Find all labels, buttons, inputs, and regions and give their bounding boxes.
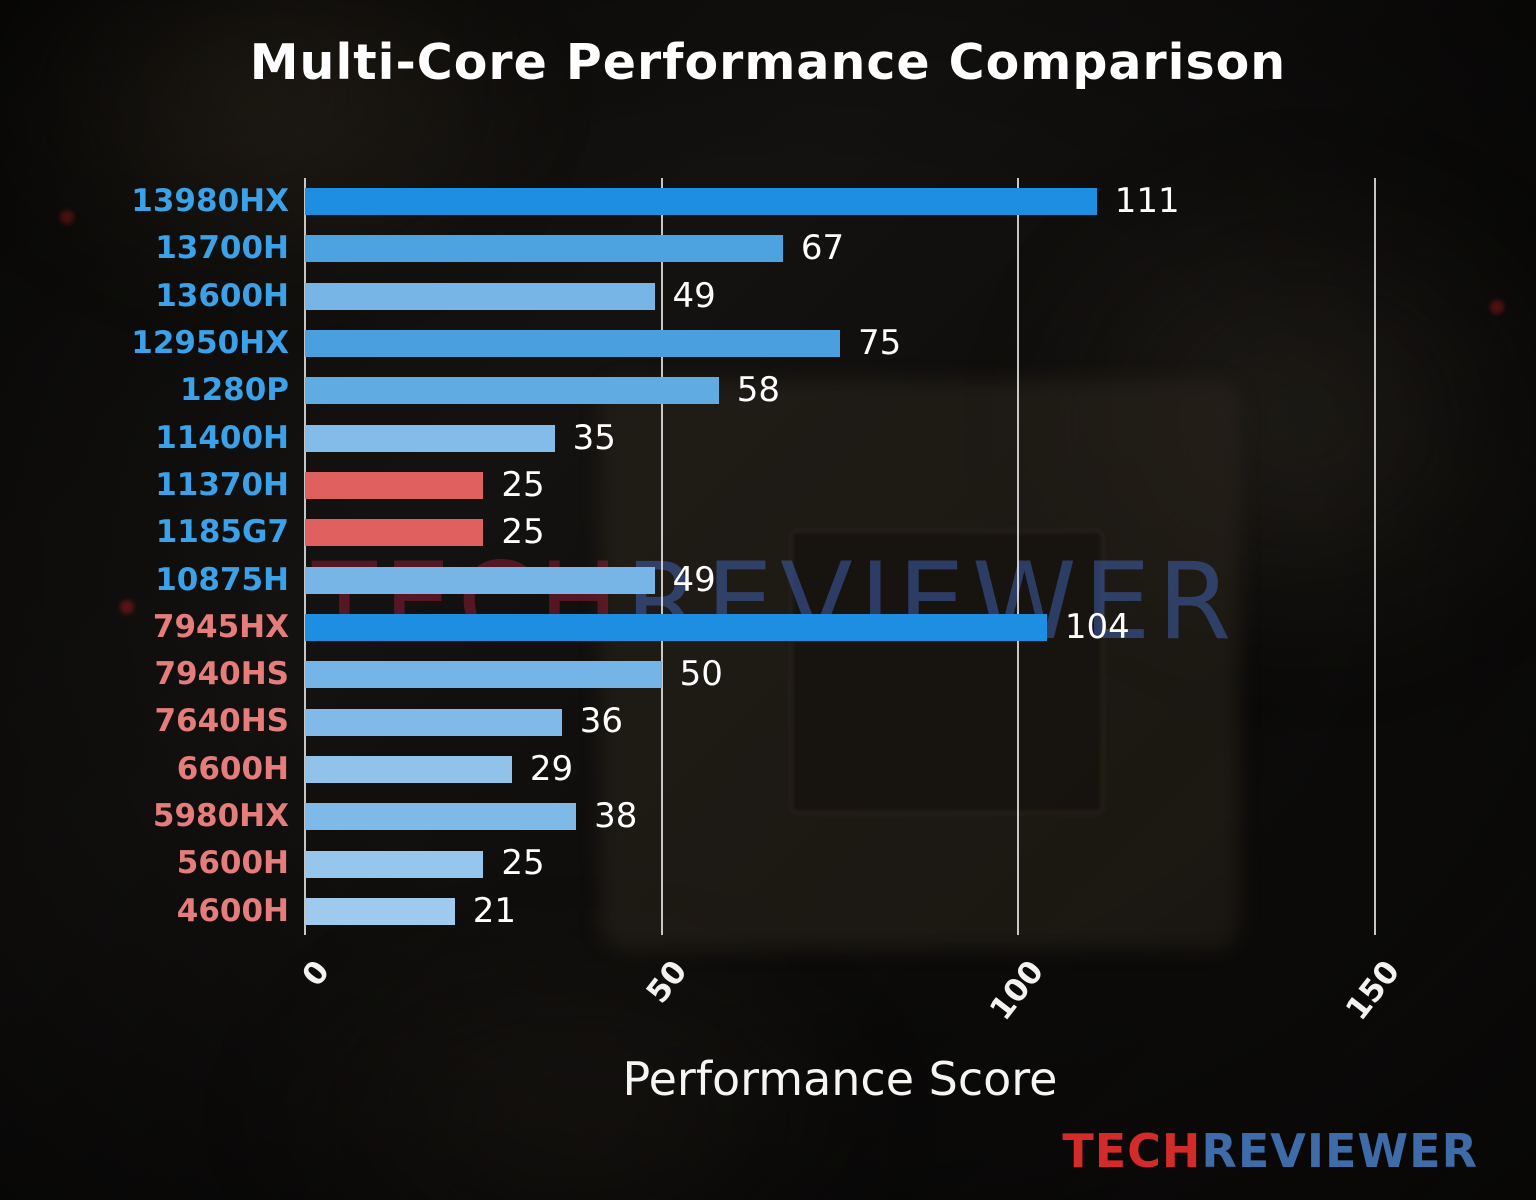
value-label: 49 bbox=[672, 559, 716, 600]
value-label: 21 bbox=[472, 890, 517, 931]
value-label: 25 bbox=[501, 464, 545, 505]
x-tick-label: 0 bbox=[295, 954, 338, 994]
category-label: 12950HX bbox=[131, 324, 289, 361]
bar bbox=[305, 377, 719, 405]
techreviewer-logo: TECHREVIEWER bbox=[1062, 1124, 1478, 1178]
value-label: 35 bbox=[572, 417, 616, 458]
category-label: 7945HX bbox=[152, 608, 289, 645]
bar bbox=[305, 519, 484, 547]
bar bbox=[305, 613, 1047, 641]
bar bbox=[305, 755, 512, 783]
bar bbox=[305, 330, 840, 358]
logo-tech: TECH bbox=[1062, 1124, 1202, 1178]
chart-title: Multi-Core Performance Comparison bbox=[249, 34, 1287, 91]
category-label: 13600H bbox=[155, 277, 289, 314]
gridline-50 bbox=[660, 178, 663, 935]
x-tick-label: 100 bbox=[982, 954, 1051, 1028]
bar bbox=[305, 897, 455, 925]
value-label: 36 bbox=[579, 701, 624, 742]
x-tick-label: 150 bbox=[1339, 954, 1408, 1028]
bar bbox=[305, 424, 555, 452]
category-label: 11400H bbox=[155, 419, 289, 456]
bar bbox=[305, 566, 655, 594]
bar bbox=[305, 472, 484, 500]
bar bbox=[305, 282, 655, 310]
bar bbox=[305, 235, 783, 263]
value-label: 49 bbox=[672, 275, 716, 316]
category-label: 5600H bbox=[176, 845, 289, 882]
gridline-150 bbox=[1374, 178, 1376, 935]
bar bbox=[305, 803, 577, 831]
value-label: 38 bbox=[594, 796, 638, 837]
category-label: 10875H bbox=[155, 561, 289, 598]
bar bbox=[305, 661, 662, 689]
category-label: 11370H bbox=[155, 466, 289, 503]
value-label: 104 bbox=[1064, 606, 1130, 647]
bar bbox=[305, 708, 562, 736]
category-label: 5980HX bbox=[152, 798, 289, 835]
value-label: 67 bbox=[800, 228, 845, 269]
value-label: 111 bbox=[1114, 181, 1180, 221]
value-label: 58 bbox=[736, 370, 780, 411]
x-tick-label: 50 bbox=[639, 954, 695, 1011]
category-label: 1185G7 bbox=[155, 514, 289, 551]
gridline-100 bbox=[1017, 178, 1020, 935]
bar bbox=[305, 850, 484, 878]
logo-reviewer: REVIEWER bbox=[1201, 1124, 1478, 1178]
category-label: 1280P bbox=[180, 372, 289, 409]
category-label: 7940HS bbox=[154, 656, 289, 693]
category-label: 4600H bbox=[176, 892, 289, 929]
category-label: 7640HS bbox=[154, 703, 289, 740]
category-label: 13980HX bbox=[131, 183, 289, 219]
value-label: 29 bbox=[529, 748, 574, 789]
bar bbox=[305, 188, 1097, 216]
x-axis-label: Performance Score bbox=[622, 1052, 1058, 1106]
category-label: 6600H bbox=[176, 750, 289, 787]
value-label: 50 bbox=[679, 654, 723, 695]
value-label: 25 bbox=[501, 843, 545, 884]
category-label: 13700H bbox=[155, 230, 289, 267]
value-label: 75 bbox=[858, 322, 902, 363]
value-label: 25 bbox=[501, 512, 545, 553]
